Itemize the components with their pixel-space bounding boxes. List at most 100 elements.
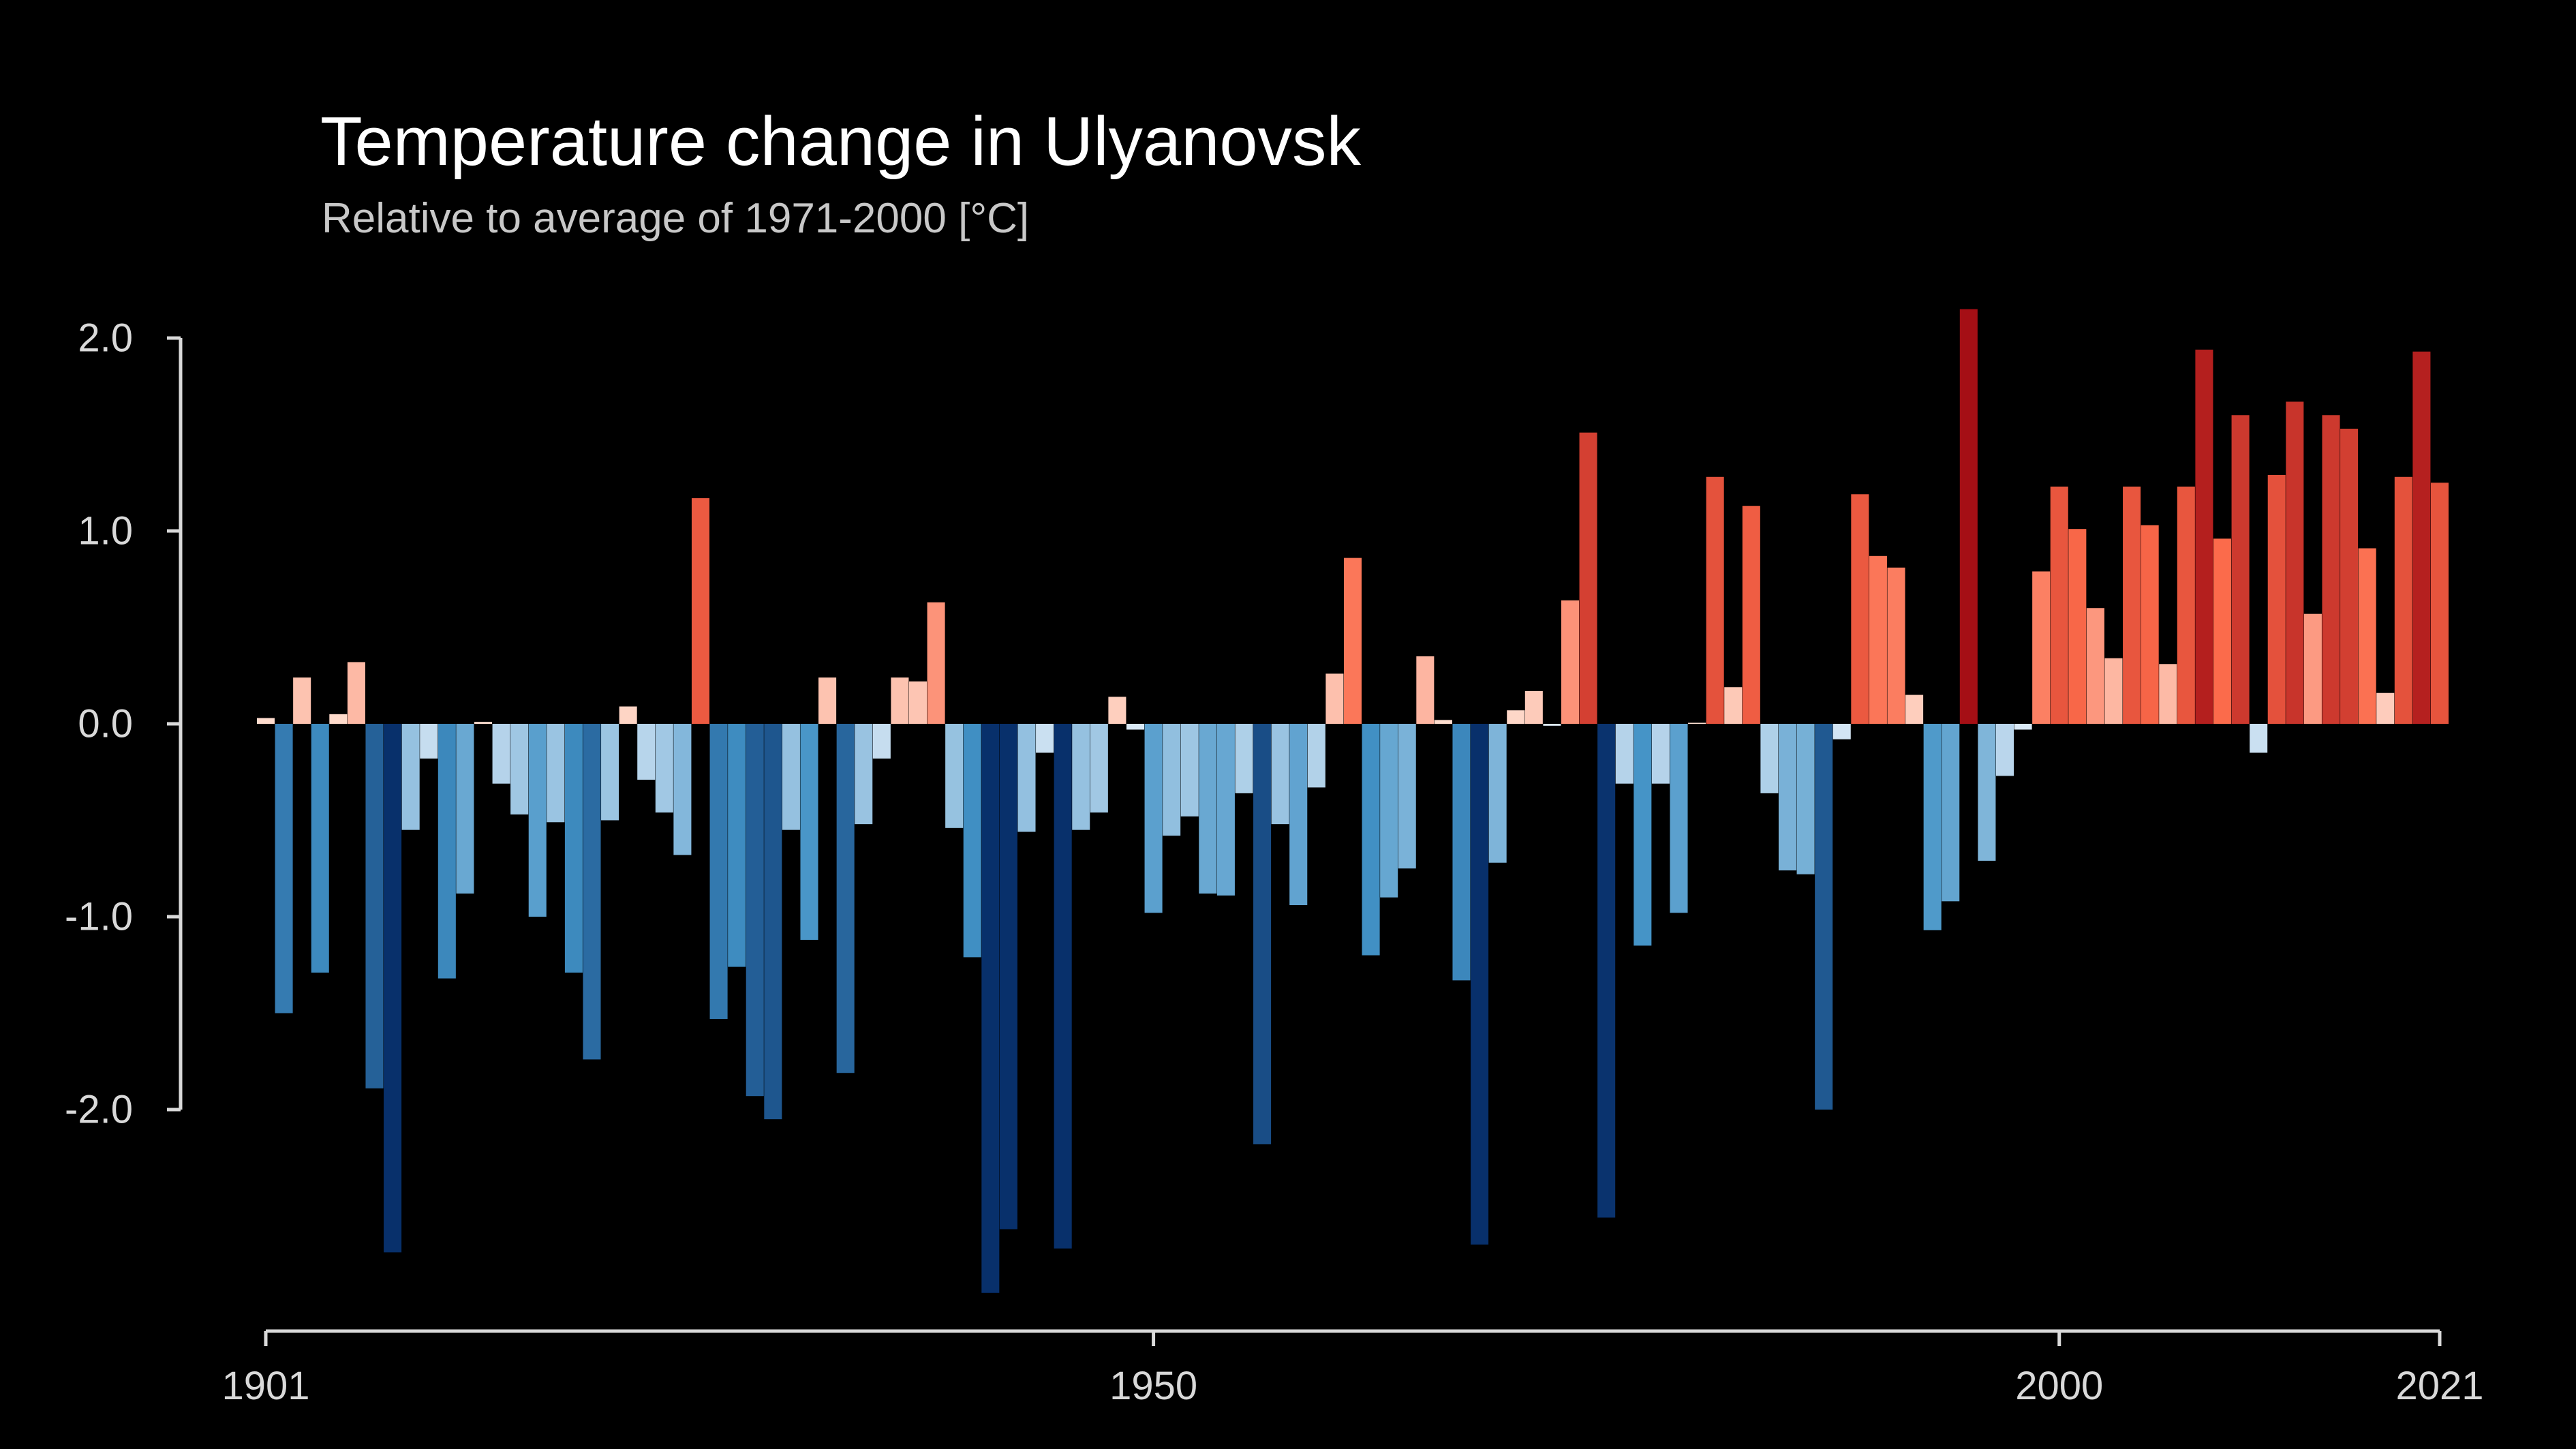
bar-1979	[1670, 724, 1688, 913]
bar-1931	[800, 724, 818, 940]
bar-1968	[1471, 724, 1489, 1245]
bar-1962	[1362, 724, 1380, 956]
bar-1933	[836, 724, 855, 1073]
bar-1977	[1634, 724, 1652, 946]
y-tick-label: -1.0	[65, 895, 133, 939]
bar-2014	[2303, 613, 2322, 724]
bar-2012	[2267, 474, 2286, 724]
y-tick-label: 2.0	[78, 316, 133, 361]
bar-1944	[1036, 724, 1054, 753]
bar-1940	[963, 724, 981, 958]
bar-1980	[1688, 722, 1706, 724]
bar-1999	[2032, 571, 2051, 724]
bar-1941	[981, 724, 1000, 1293]
bar-2002	[2086, 608, 2104, 724]
bar-1935	[872, 724, 891, 759]
bar-2017	[2358, 548, 2376, 724]
bar-1964	[1398, 724, 1416, 869]
bar-1974	[1579, 432, 1597, 724]
chart-subtitle: Relative to average of 1971-2000 [°C]	[322, 195, 1030, 242]
bar-1985	[1778, 724, 1797, 871]
bar-1988	[1833, 724, 1851, 739]
bar-1967	[1452, 724, 1471, 981]
bar-1946	[1072, 724, 1090, 830]
bar-1938	[927, 602, 945, 724]
bar-1909	[401, 724, 420, 830]
bar-1963	[1380, 724, 1398, 898]
bar-1939	[945, 724, 964, 828]
y-tick-label: 0.0	[78, 702, 133, 746]
bar-1932	[818, 677, 837, 724]
bar-1914	[492, 724, 510, 784]
bar-1966	[1434, 720, 1452, 724]
bar-1981	[1706, 476, 1724, 724]
bar-1993	[1923, 724, 1942, 930]
bar-1904	[311, 724, 329, 973]
bar-1913	[474, 722, 493, 724]
bar-1948	[1108, 697, 1126, 724]
bar-1942	[999, 724, 1017, 1230]
bar-1995	[1959, 309, 1978, 724]
x-tick-label: 1950	[1109, 1364, 1197, 1408]
x-axis: 1901 1950 2000 2021	[221, 1329, 2484, 1408]
bar-2006	[2159, 664, 2177, 724]
bar-1923	[655, 724, 673, 813]
bar-1982	[1724, 687, 1743, 724]
bar-1986	[1796, 724, 1815, 874]
bar-1976	[1615, 724, 1634, 784]
bar-1949	[1126, 724, 1145, 730]
bar-1957	[1271, 724, 1289, 825]
bar-1937	[908, 681, 927, 724]
bar-1998	[2014, 724, 2032, 730]
bar-1969	[1488, 724, 1507, 863]
bar-2019	[2394, 476, 2412, 724]
bar-1994	[1942, 724, 1960, 902]
bar-1956	[1253, 724, 1272, 1144]
bar-1965	[1416, 656, 1435, 724]
bar-1929	[764, 724, 782, 1120]
bar-1951	[1163, 724, 1181, 836]
bar-1910	[420, 724, 438, 759]
bar-1920	[601, 724, 619, 821]
bar-2008	[2195, 349, 2213, 724]
bar-1915	[510, 724, 529, 815]
x-tick-label: 1901	[221, 1364, 309, 1408]
bar-1902	[275, 724, 293, 1013]
bar-1901	[256, 718, 275, 724]
bar-2011	[2250, 724, 2268, 753]
bar-1926	[709, 724, 728, 1019]
bar-1960	[1325, 673, 1344, 724]
bar-1970	[1507, 710, 1525, 724]
bar-1917	[547, 724, 565, 823]
bar-2010	[2231, 415, 2250, 724]
bar-1973	[1561, 600, 1580, 724]
bar-2018	[2376, 692, 2395, 724]
bar-1971	[1524, 690, 1543, 724]
bar-1916	[528, 724, 547, 917]
bar-1955	[1235, 724, 1253, 793]
bar-1906	[347, 662, 365, 724]
bar-1924	[673, 724, 692, 855]
bar-1997	[1995, 724, 2014, 776]
bar-1927	[728, 724, 746, 967]
bar-2009	[2213, 538, 2232, 724]
bar-1972	[1543, 724, 1561, 726]
bar-1983	[1742, 506, 1760, 724]
bar-2013	[2286, 401, 2304, 724]
bar-1958	[1289, 724, 1308, 906]
bar-1996	[1978, 724, 1996, 861]
bar-1987	[1815, 724, 1833, 1110]
bar-1919	[583, 724, 601, 1060]
bar-1990	[1869, 555, 1887, 724]
bar-2004	[2123, 486, 2141, 724]
bar-1992	[1905, 695, 1924, 724]
bar-1907	[365, 724, 384, 1088]
bar-1959	[1307, 724, 1325, 788]
y-tick-label: 1.0	[78, 509, 133, 553]
bar-1905	[329, 714, 348, 724]
bar-1922	[637, 724, 656, 780]
bar-1921	[619, 706, 637, 724]
bar-1908	[384, 724, 402, 1253]
bar-1928	[746, 724, 764, 1097]
